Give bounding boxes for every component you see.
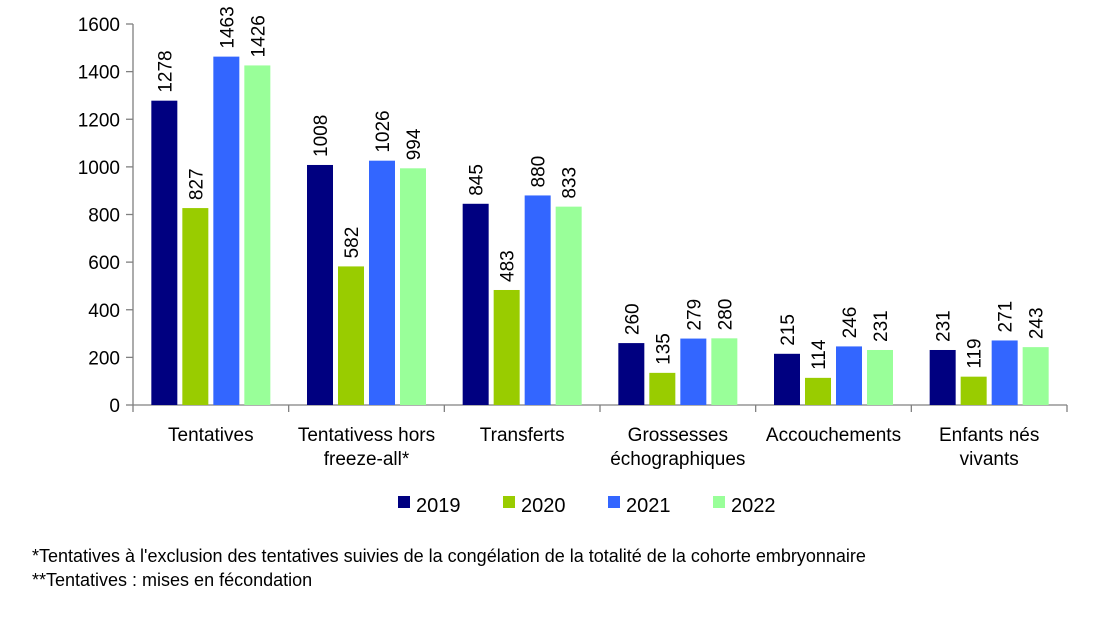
y-tick-label: 1400 [78,63,120,84]
data-label: 215 [778,314,799,346]
bar-2022 [555,206,582,405]
y-tick-label: 1200 [78,110,120,131]
footnote-1: *Tentatives à l'exclusion des tentatives… [32,546,866,566]
data-label: 231 [871,310,892,342]
category-label: Tentatives [168,425,254,446]
data-label: 243 [1027,307,1048,339]
bar-2021 [991,340,1018,405]
data-label: 582 [342,227,363,259]
data-label: 260 [622,303,643,335]
data-label: 1463 [217,6,238,48]
bar-2020 [960,376,987,405]
y-tick-label: 1000 [78,158,120,179]
bar-2022 [244,65,271,405]
data-label: 135 [653,333,674,365]
bar-2020 [805,377,831,405]
data-label: 827 [186,168,207,200]
bar-2021 [369,160,395,405]
legend-label: 2021 [626,495,671,517]
data-label: 483 [498,250,519,282]
y-tick-label: 400 [88,301,120,322]
data-labels: 1278 827 1463 1426 1008 582 1026 994 845 483 880 83… [155,6,1047,370]
bar-2022 [711,338,738,405]
bar-2020 [649,372,676,405]
bar-2021 [213,56,240,406]
y-axis: 0 200 400 600 800 1000 1200 1400 1600 [78,15,134,417]
legend-swatch-2022 [713,496,725,508]
legend-label: 2020 [521,495,566,517]
category-label: Enfants nés vivants [939,425,1039,470]
category-label-line: Tentatives [168,425,254,446]
category-label-line: Enfants nés [939,425,1039,446]
bar-2021 [680,338,707,405]
data-label: 845 [467,164,488,196]
data-label: 246 [840,307,861,339]
category-label-line: échographiques [610,449,745,470]
bar-2019 [929,349,956,405]
category-label-line: Grossesses [628,425,728,446]
bar-2019 [462,203,489,405]
y-tick-label: 800 [88,206,120,227]
category-label: Transferts [480,425,565,446]
legend-label: 2022 [731,495,776,517]
bar-2021 [836,346,862,405]
data-label: 280 [715,299,736,331]
category-label: Accouchements [766,425,901,446]
bar-2019 [151,100,178,406]
data-label: 231 [934,310,955,342]
data-label: 114 [809,339,830,370]
y-tick-label: 600 [88,253,120,274]
data-label: 1426 [248,15,269,57]
category-label-line: vivants [960,449,1019,470]
bar-2019 [774,353,800,405]
category-label-line: Tentativess hors [298,425,435,446]
data-label: 880 [529,156,550,188]
data-label: 119 [965,338,986,368]
bar-2020 [493,289,520,405]
category-label-line: Transferts [480,425,565,446]
category-label-line: freeze-all* [324,449,410,470]
data-label: 1008 [311,115,332,157]
category-label: Grossesses échographiques [610,425,745,470]
bar-2022 [400,168,426,405]
y-tick-label: 1600 [78,15,120,36]
data-label: 1278 [155,50,176,92]
x-axis: Tentatives Tentativess hors freeze-all* Tra… [132,404,1068,470]
data-label: 271 [996,301,1017,333]
category-label: Tentativess hors freeze-all* [298,425,435,470]
y-tick-label: 200 [88,348,120,369]
legend-swatch-2019 [398,496,410,508]
bar-2020 [338,266,364,405]
footnote-2: **Tentatives : mises en fécondation [32,570,313,590]
footnotes: *Tentatives à l'exclusion des tentatives… [32,544,1092,592]
data-label: 833 [560,167,581,199]
legend-swatch-2020 [503,496,515,508]
bar-2022 [867,349,893,405]
legend: 2019 2020 2021 2022 [398,495,776,517]
data-label: 1026 [373,110,394,152]
bar-2022 [1022,347,1049,405]
data-label: 994 [404,128,425,160]
data-label: 279 [684,299,705,331]
y-tick-label: 0 [109,396,120,417]
legend-label: 2019 [416,495,461,517]
bar-2020 [182,208,209,405]
legend-swatch-2021 [608,496,620,508]
category-label-line: Accouchements [766,425,901,446]
bars [151,56,1049,406]
bar-2019 [307,164,333,405]
bar-2021 [524,195,551,405]
bar-2019 [618,343,645,405]
